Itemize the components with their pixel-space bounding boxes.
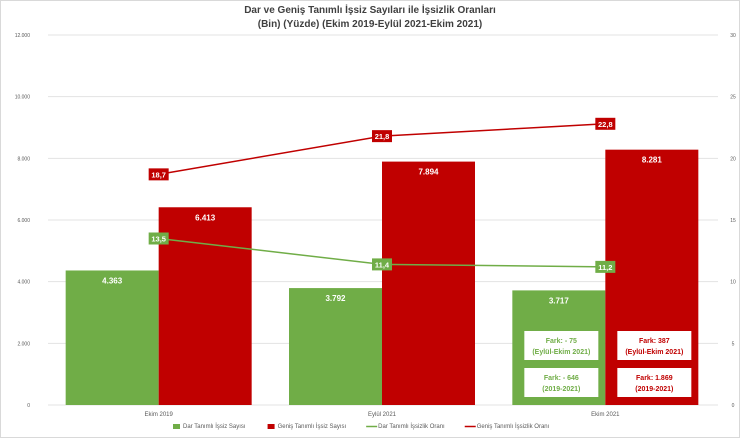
difference-annotation-value: Fark: - 75	[546, 338, 577, 345]
line-data-label: 13,5	[151, 235, 166, 244]
difference-annotation-value: Fark: 387	[639, 338, 670, 345]
right-axis-tick-label: 30	[730, 33, 736, 39]
line-data-label-box	[372, 258, 392, 271]
line-data-label: 11,4	[375, 260, 390, 269]
bar-genis	[158, 207, 252, 405]
right-axis-tick-label: 25	[730, 95, 736, 101]
line-data-label-box	[372, 130, 392, 143]
line-data-label: 18,7	[151, 170, 166, 179]
legend-swatch	[267, 424, 275, 429]
line-data-label-box	[148, 168, 169, 181]
line-data-label: 11,2	[598, 263, 612, 272]
left-axis-tick-label: 10.000	[15, 95, 31, 101]
bar-data-label: 6.413	[195, 213, 216, 222]
difference-annotation-period: (2019-2021)	[635, 386, 673, 393]
bar-genis	[382, 161, 475, 405]
chart-title-line1: Dar ve Geniş Tanımlı İşsiz Sayıları ile …	[244, 5, 496, 16]
bar-dar	[289, 288, 382, 405]
difference-annotation-period: (Eylül-Ekim 2021)	[625, 349, 683, 356]
right-axis-tick-label: 10	[730, 280, 736, 286]
difference-annotation-box	[617, 331, 692, 360]
left-axis-tick-label: 8.000	[17, 156, 30, 162]
line-data-label-box	[595, 117, 616, 130]
legend-swatch	[173, 424, 180, 429]
bar-data-label: 7.894	[418, 168, 439, 177]
bar-data-label: 4.363	[102, 276, 123, 285]
right-axis-tick-label: 5	[732, 341, 735, 347]
difference-annotation-period: (Eylül-Ekim 2021)	[532, 349, 590, 356]
line-data-label: 21,8	[375, 132, 390, 141]
legend-label: Dar Tanımlı İşsiz Sayısı	[183, 423, 246, 430]
x-axis-category-label: Ekim 2019	[144, 412, 173, 418]
line-data-label: 22,8	[598, 120, 613, 129]
right-axis-tick-label: 15	[730, 218, 736, 224]
left-axis-tick-label: 0	[27, 403, 30, 409]
difference-annotation-value: Fark: - 646	[544, 375, 579, 382]
bar-data-label: 3.792	[325, 294, 346, 303]
x-axis-category-label: Eylül 2021	[368, 412, 397, 418]
line-data-label-box	[148, 232, 169, 245]
left-axis-tick-label: 6.000	[17, 218, 30, 224]
legend-label: Geniş Tanımlı İşsiz Sayısı	[278, 423, 347, 430]
legend-label: Dar Tanımlı İşsizlik Oranı	[378, 423, 445, 430]
right-axis-tick-label: 20	[730, 156, 736, 162]
left-axis-tick-label: 12.000	[15, 33, 31, 39]
difference-annotation-box	[617, 368, 692, 397]
right-axis-tick-label: 0	[732, 403, 735, 409]
bar-dar	[65, 270, 159, 405]
left-axis-tick-label: 2.000	[17, 341, 30, 347]
left-axis-tick-label: 4.000	[17, 280, 30, 286]
difference-annotation-box	[524, 331, 599, 360]
difference-annotation-period: (2019-2021)	[542, 386, 580, 393]
difference-annotation-box	[524, 368, 599, 397]
difference-annotation-value: Fark: 1.869	[636, 375, 673, 382]
chart-title-line2: (Bin) (Yüzde) (Ekim 2019-Eylül 2021-Ekim…	[257, 19, 483, 30]
x-axis-category-label: Ekim 2021	[591, 412, 620, 418]
legend-label: Geniş Tanımlı İşsizlik Oranı	[477, 423, 550, 430]
bar-data-label: 8.281	[642, 156, 663, 165]
bar-genis	[605, 149, 699, 405]
line-data-label-box	[595, 260, 616, 273]
bar-data-label: 3.717	[549, 296, 570, 305]
